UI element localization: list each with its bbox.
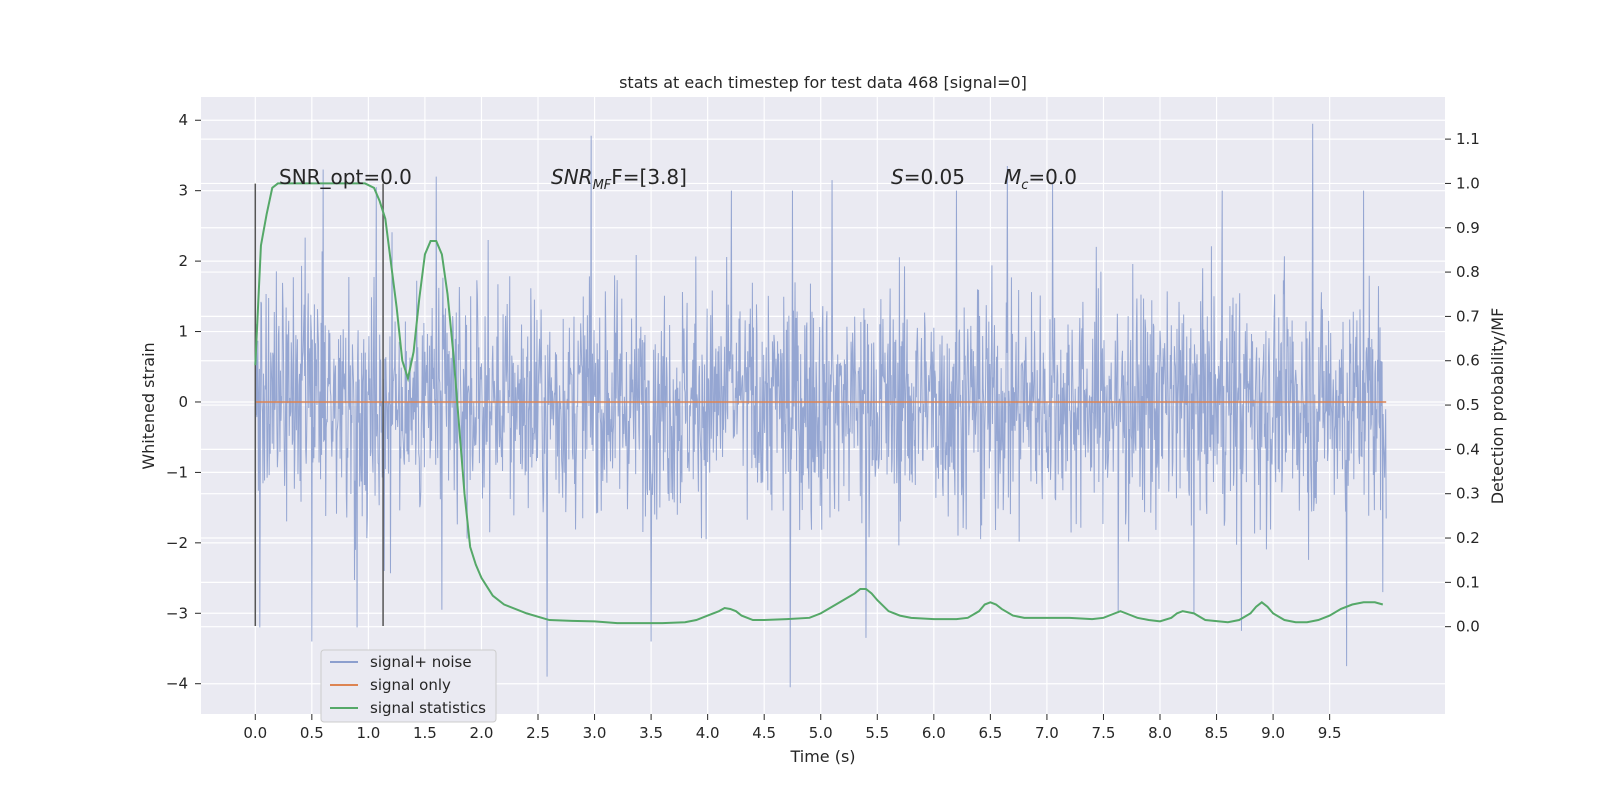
y-left-tick-label: 3	[178, 182, 188, 200]
x-axis-label: Time (s)	[789, 747, 855, 766]
y-right-tick-label: 0.4	[1456, 440, 1480, 458]
y-right-tick-label: 1.0	[1456, 174, 1480, 192]
y-right-tick-label: 0.1	[1456, 573, 1480, 591]
x-tick-label: 6.0	[922, 724, 946, 742]
series-signal-plus-noise	[254, 123, 1387, 688]
legend-box	[320, 649, 497, 723]
y-right-tick-label: 0.2	[1456, 529, 1480, 547]
x-tick-label: 3.0	[583, 724, 607, 742]
annotation-s: S=0.05	[891, 165, 965, 189]
legend: signal+ noise signal only signal statist…	[320, 649, 497, 723]
y-axis-left-ticks: −4 −3 −2 −1 0 1 2 3 4	[166, 111, 201, 693]
legend-label-noise: signal+ noise	[370, 653, 472, 671]
y-left-tick-label: 2	[178, 252, 188, 270]
noise-trace	[254, 123, 1387, 688]
y-axis-right-ticks: 0.0 0.1 0.2 0.3 0.4 0.5 0.6 0.7 0.8 0.9 1.0 1.1	[1445, 130, 1480, 636]
legend-label-statistics: signal statistics	[370, 699, 486, 717]
annotations: SNR_opt=0.0 SNRMFF=[3.8] S=0.05 Mc=0.0	[279, 165, 1077, 193]
y-right-tick-label: 0.0	[1456, 618, 1480, 636]
x-tick-label: 5.0	[809, 724, 833, 742]
x-tick-label: 1.5	[413, 724, 437, 742]
y-right-tick-label: 1.1	[1456, 130, 1480, 148]
y-right-tick-label: 0.7	[1456, 307, 1480, 325]
annotation-snr-mf: SNRMFF=[3.8]	[551, 165, 687, 193]
y-left-tick-label: 1	[178, 323, 188, 341]
y-left-tick-label: −1	[166, 463, 188, 481]
y-left-tick-label: −4	[166, 675, 188, 693]
x-tick-label: 4.0	[696, 724, 720, 742]
y-axis-left-label: Whitened strain	[139, 342, 158, 469]
x-tick-label: 2.0	[470, 724, 494, 742]
x-tick-label: 9.5	[1318, 724, 1342, 742]
annotation-mc: Mc=0.0	[1004, 165, 1077, 193]
annotation-snr-opt: SNR_opt=0.0	[279, 165, 412, 189]
x-tick-label: 7.0	[1035, 724, 1059, 742]
x-tick-label: 4.5	[752, 724, 776, 742]
x-tick-label: 7.5	[1092, 724, 1116, 742]
y-right-tick-label: 0.3	[1456, 485, 1480, 503]
y-right-tick-label: 0.9	[1456, 219, 1480, 237]
statistics-line	[254, 182, 1384, 625]
series-signal-statistics	[254, 182, 1384, 625]
y-left-tick-label: 0	[178, 393, 188, 411]
x-tick-label: 6.5	[978, 724, 1002, 742]
y-right-tick-label: 0.8	[1456, 263, 1480, 281]
x-tick-label: 2.5	[526, 724, 550, 742]
x-tick-label: 8.0	[1148, 724, 1172, 742]
y-axis-right-label: Detection probability/MF	[1488, 308, 1507, 505]
y-left-tick-label: −3	[166, 604, 188, 622]
chart-title: stats at each timestep for test data 468…	[619, 73, 1027, 92]
legend-label-signal: signal only	[370, 676, 451, 694]
y-left-tick-label: 4	[178, 111, 188, 129]
x-tick-label: 0.5	[300, 724, 324, 742]
x-tick-label: 1.0	[356, 724, 380, 742]
x-tick-label: 0.0	[243, 724, 267, 742]
segment-markers	[254, 183, 384, 626]
x-tick-label: 5.5	[865, 724, 889, 742]
x-tick-label: 8.5	[1205, 724, 1229, 742]
y-left-tick-label: −2	[166, 534, 188, 552]
x-tick-label: 9.0	[1261, 724, 1285, 742]
x-axis-ticks: 0.0 0.5 1.0 1.5 2.0 2.5 3.0 3.5 4.0 4.5 5.0 5.5 6.0 6…	[243, 714, 1342, 742]
y-right-tick-label: 0.5	[1456, 396, 1480, 414]
x-tick-label: 3.5	[639, 724, 663, 742]
y-right-tick-label: 0.6	[1456, 352, 1480, 370]
